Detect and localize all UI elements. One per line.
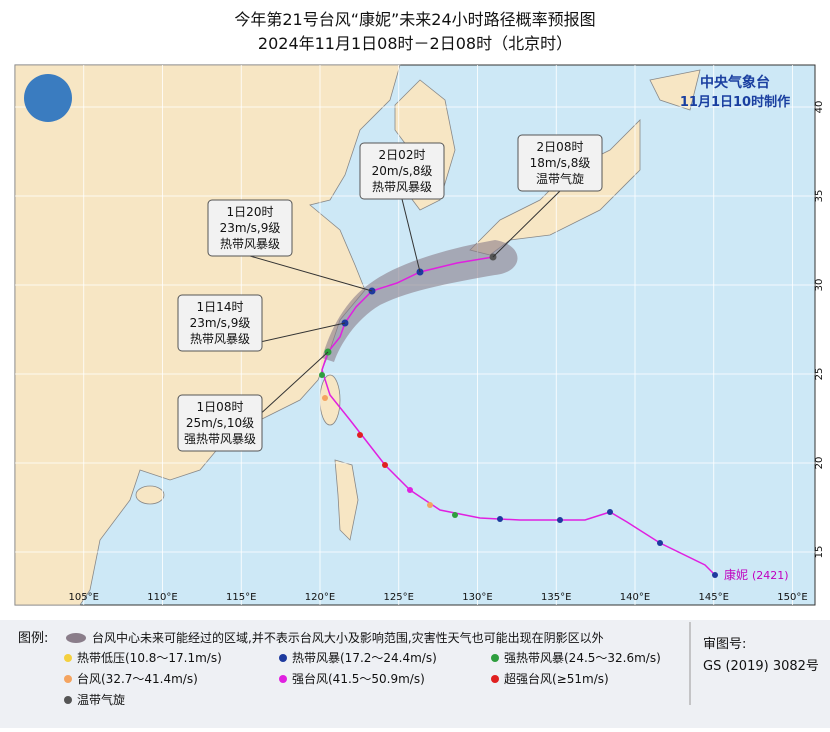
typhoon-name: 康妮: [724, 567, 748, 582]
callout-level: 温带气旋: [536, 171, 584, 186]
track-point: [452, 512, 458, 518]
callout-wind: 23m/s,9级: [190, 316, 251, 330]
legend-dot: [279, 654, 287, 662]
land-hainan: [135, 485, 165, 505]
legend-dot: [491, 675, 499, 683]
map: 105°E 110°E 115°E 120°E 125°E 130°E 135°E 140°E…: [14, 64, 825, 606]
latitude-label: 35: [814, 190, 825, 203]
longitude-label: 110°E: [147, 592, 177, 603]
track-point: [322, 395, 328, 401]
latitude-label: 20: [814, 457, 825, 470]
longitude-label: 150°E: [777, 592, 807, 603]
legend-dot: [64, 675, 72, 683]
probability-cone: [322, 240, 518, 362]
callout-wind: 23m/s,9级: [220, 221, 281, 235]
track-point: [657, 540, 663, 546]
longitude-label: 130°E: [462, 592, 492, 603]
track-point: [607, 509, 613, 515]
legend-area: [0, 620, 830, 728]
track-point: [427, 502, 433, 508]
track-point: [712, 572, 718, 578]
legend-dot: [279, 675, 287, 683]
track-point: [497, 516, 503, 522]
callout-time: 2日08时: [537, 140, 584, 154]
longitude-label: 145°E: [699, 592, 729, 603]
callout-wind: 20m/s,8级: [372, 164, 433, 178]
callout-box: [207, 199, 293, 257]
approval-label: 审图号:: [703, 637, 746, 652]
track-points: [319, 253, 718, 578]
legend-item: 热带低压(10.8～17.1m/s): [77, 651, 222, 665]
issued-time: 11月1日10时制作: [680, 94, 790, 110]
callout-box: [359, 142, 445, 200]
leader-line: [401, 198, 421, 273]
longitude-label: 105°E: [69, 592, 99, 603]
land-luzon: [334, 459, 359, 541]
callout-box: [177, 394, 263, 452]
leader-line: [492, 190, 561, 258]
callout-time: 2日02时: [379, 148, 426, 162]
latitude-label: 25: [814, 368, 825, 381]
callout-time: 1日14时: [197, 300, 244, 314]
callout-wind: 25m/s,10级: [186, 416, 254, 430]
longitude-label: 115°E: [226, 592, 256, 603]
callouts: 1日08时25m/s,10级强热带风暴级1日14时23m/s,9级热带风暴级1日…: [177, 134, 603, 452]
longitude-label: 125°E: [384, 592, 414, 603]
legend-item: 超强台风(≥51m/s): [504, 671, 609, 686]
legend-dot: [491, 654, 499, 662]
agency-name: 中央气象台: [700, 74, 770, 91]
callout-box: [177, 294, 263, 352]
latitude-label: 30: [814, 279, 825, 292]
track-point: [557, 517, 563, 523]
logo: [24, 74, 72, 122]
legend-cone: 台风中心未来可能经过的区域,并不表示台风大小及影响范围,灾害性天气也可能出现在阴…: [92, 630, 604, 645]
legend-item: 热带风暴(17.2～24.4m/s): [292, 651, 437, 665]
legend-item: 台风(32.7～41.4m/s): [77, 671, 198, 686]
callout-level: 热带风暴级: [372, 180, 432, 194]
longitude-label: 135°E: [541, 592, 571, 603]
track-point: [407, 487, 413, 493]
longitude-label: 120°E: [305, 592, 335, 603]
leader-line: [249, 255, 373, 292]
legend-cone-swatch: [66, 633, 86, 643]
legend-item: 强台风(41.5～50.9m/s): [292, 671, 425, 686]
track-point: [319, 372, 325, 378]
typhoon-code: (2421): [752, 569, 789, 582]
legend-title: 图例:: [18, 631, 48, 646]
approval-number: GS (2019) 3082号: [703, 659, 819, 674]
longitude-label: 140°E: [620, 592, 650, 603]
subtitle: 2024年11月1日08时－2日08时（北京时）: [258, 34, 572, 53]
track-point: [357, 432, 363, 438]
legend-dot: [64, 696, 72, 704]
callout-box: [517, 134, 603, 192]
callout-level: 热带风暴级: [190, 332, 250, 346]
legend-item: 温带气旋: [77, 692, 125, 707]
land-hokkaido: [649, 69, 701, 111]
callout-wind: 18m/s,8级: [530, 156, 591, 170]
legend: 热带低压(10.8～17.1m/s) 热带风暴(17.2～24.4m/s) 强热带风…: [64, 651, 661, 707]
latitude-label: 40: [814, 101, 825, 114]
callout-level: 强热带风暴级: [184, 432, 256, 446]
legend-item: 强热带风暴(24.5～32.6m/s): [504, 651, 661, 665]
latitude-label: 15: [814, 546, 825, 559]
callout-time: 1日08时: [197, 400, 244, 414]
past-track: [321, 351, 716, 576]
legend-dot: [64, 654, 72, 662]
callout-level: 热带风暴级: [220, 237, 280, 251]
title: 今年第21号台风“康妮”未来24小时路径概率预报图: [234, 10, 595, 29]
callout-time: 1日20时: [227, 205, 274, 219]
track-point: [382, 462, 388, 468]
